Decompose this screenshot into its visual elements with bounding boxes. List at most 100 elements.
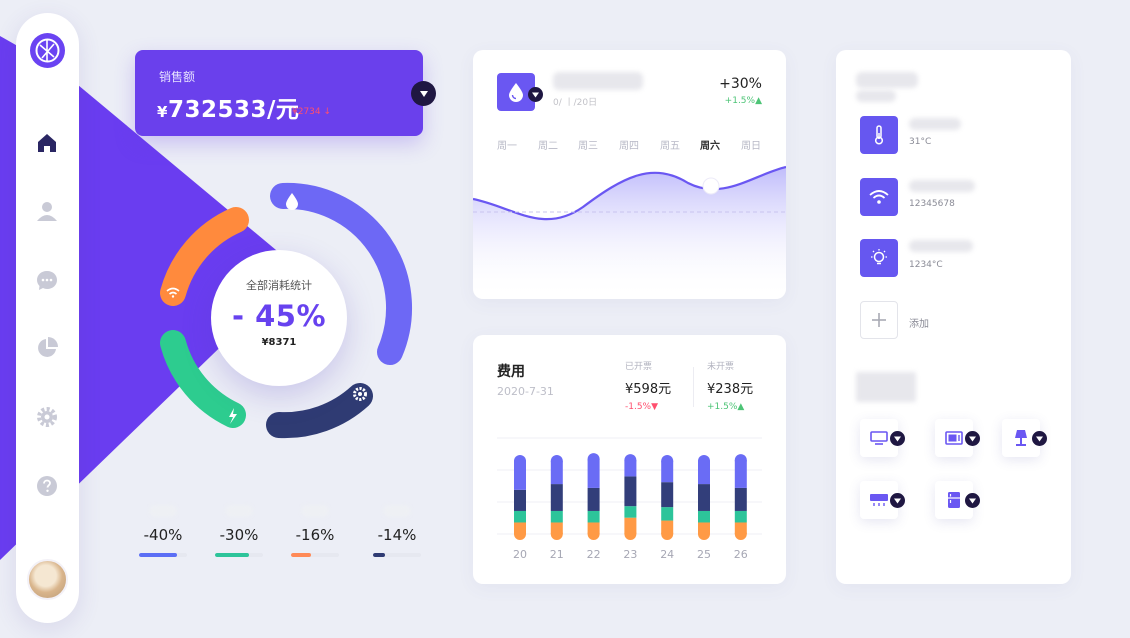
bar-cap [698,455,710,468]
chevron-down-icon [419,90,428,97]
lamp-icon [1015,430,1027,446]
segment-water[interactable] [270,182,413,365]
device-wifi[interactable] [860,178,898,216]
bar-cap [587,528,600,540]
chevron-down-icon [532,92,539,97]
bar-segment [587,510,600,523]
appliance-dropdown[interactable] [965,431,980,446]
mini-stat-bar [291,553,339,557]
x-tick-label: 25 [697,548,711,561]
bar-stack[interactable] [661,455,674,540]
sidebar-item-user[interactable] [31,195,63,227]
divider [693,367,694,407]
weekly-change: +1.5%▲ [724,96,762,106]
bar-cap [661,528,674,540]
sidebar-item-home[interactable] [31,127,63,159]
bar-stack[interactable] [734,454,747,540]
bar-segment [734,487,747,511]
thermometer-icon [874,125,884,145]
sidebar-item-messages[interactable] [31,264,63,296]
tab-day[interactable]: 周三 [578,141,598,152]
segment-settings[interactable] [266,383,373,439]
water-dropdown-button[interactable] [528,87,543,102]
bar-segment [698,461,710,485]
add-device-button[interactable] [860,301,898,339]
mini-stat-bar [215,553,263,557]
sidebar-item-statistics[interactable] [31,332,63,364]
sales-dropdown-button[interactable] [411,81,436,106]
sales-currency: ¥ [157,103,168,121]
bar-segment [587,459,600,488]
tab-day[interactable]: 周日 [741,141,761,152]
consumption-percent: - 45% [231,299,327,333]
invoiced-amount: ¥598元 [625,382,672,397]
tab-day-active[interactable]: 周六 [700,141,720,152]
x-tick-label: 22 [587,548,601,561]
appliance-dropdown[interactable] [890,493,905,508]
device-value: 31°C [909,137,932,147]
bar-segment [734,510,747,523]
weekly-percent: +30% [719,76,762,92]
bar-segment [698,484,710,511]
weekly-card: 0/ 丨/20日 +30% +1.5%▲ 周一 周二 周三 周四 周五 周六 周… [473,50,786,299]
tab-day[interactable]: 周四 [619,141,639,152]
sales-amount: 732533/元 [167,97,300,123]
sales-label: 销售额 [159,70,196,84]
add-device-label: 添加 [909,319,929,330]
weekly-date: 0/ 丨/20日 [553,98,598,108]
appliance-dropdown[interactable] [965,493,980,508]
consumption-donut [160,182,413,439]
air-conditioner-icon [870,494,888,506]
bar-stack[interactable] [624,454,637,540]
device-thermometer[interactable] [860,116,898,154]
logo-icon[interactable] [30,33,65,68]
bar-cap [624,528,637,540]
water-drop-icon [286,193,298,210]
consumption-label: 全部消耗统计 [246,279,312,292]
appliance-dropdown[interactable] [1032,431,1047,446]
consumption-amount: ¥8371 [261,337,297,348]
x-tick-label: 23 [623,548,637,561]
avatar[interactable] [27,559,68,600]
bar-segment [514,461,526,490]
bar-stack[interactable] [550,455,563,540]
bar-segment [734,460,747,488]
bar-cap [661,455,674,468]
bar-cap [514,528,526,540]
mini-stat-value: -14% [377,526,417,544]
user-icon [37,202,57,221]
bar-segment [550,484,563,511]
sidebar-item-help[interactable] [31,470,63,502]
weekly-wave-chart [473,165,786,299]
expense-card: 费用 2020-7-31 已开票 ¥598元 -1.5%▼ 未开票 ¥238元 … [473,335,786,584]
appliance-dropdown[interactable] [890,431,905,446]
segment-wifi[interactable] [160,207,249,306]
microwave-icon [945,431,963,445]
tab-day[interactable]: 周五 [660,141,680,152]
expense-date: 2020-7-31 [497,385,554,398]
tab-day[interactable]: 周二 [538,141,558,152]
wave-line [473,165,786,221]
not-invoiced-label: 未开票 [707,362,735,372]
bar-stack[interactable] [514,455,526,540]
sales-card: 销售额 ¥732533/元 ¥2734 ↓ [135,50,423,136]
wave-area [473,167,786,299]
bar-stack[interactable] [587,453,600,540]
expense-title: 费用 [497,364,525,380]
device-bulb[interactable] [860,239,898,277]
bar-segment [661,507,674,521]
segment-power[interactable] [160,330,246,428]
bar-segment [550,510,563,523]
bar-cap [698,528,710,540]
tab-day[interactable]: 周一 [497,141,517,152]
wave-handle[interactable] [702,177,720,195]
bar-segment [587,487,600,511]
bulb-icon [871,249,887,265]
bar-segment [550,461,563,485]
sidebar-item-settings[interactable] [31,401,63,433]
device-value: 12345678 [909,199,955,209]
bar-stack[interactable] [698,455,710,540]
water-drop-icon [509,83,523,102]
bar-segment [514,489,526,511]
x-tick-label: 26 [734,548,748,561]
